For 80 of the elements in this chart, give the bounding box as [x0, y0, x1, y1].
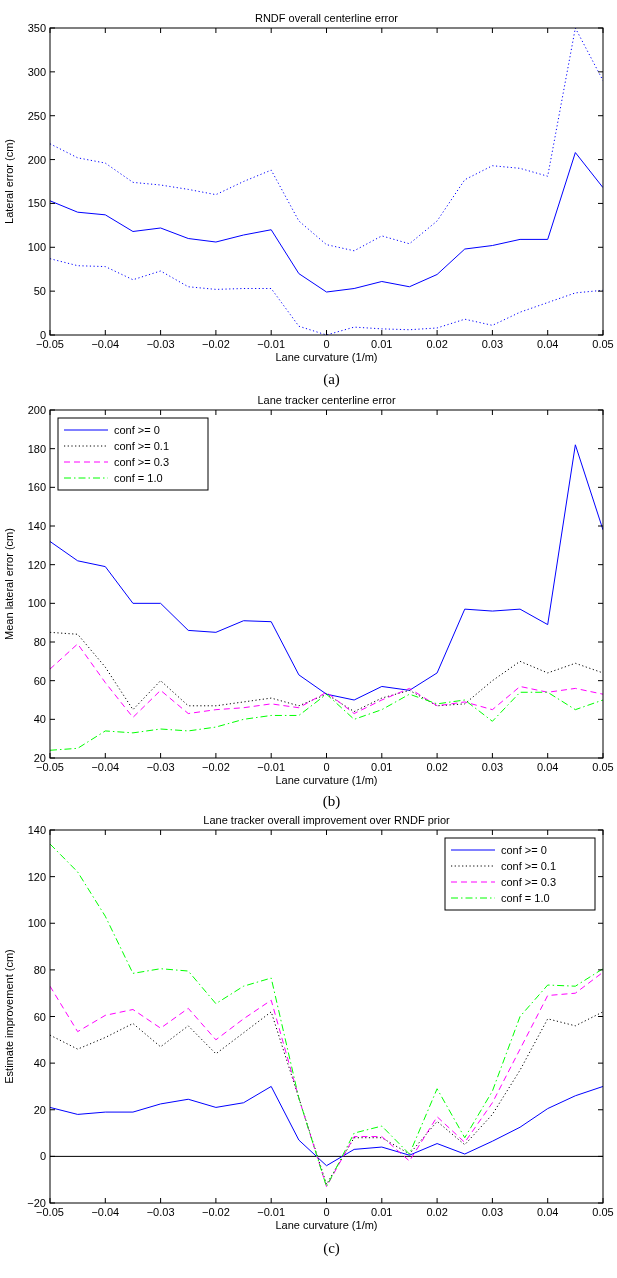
text: (b)	[322, 793, 341, 810]
x-tick-label: −0.02	[201, 761, 230, 773]
y-tick-label: 100	[27, 597, 46, 610]
y-tick-label: 0	[39, 329, 46, 341]
text: (c)	[323, 1240, 340, 1257]
y-tick-label: 80	[33, 963, 46, 976]
y-tick-label: 250	[27, 109, 46, 122]
legend-label: conf >= 0.3	[114, 456, 170, 468]
y-tick-label: −20	[27, 1197, 46, 1209]
x-tick-label: −0.01	[257, 761, 286, 773]
legend-label: conf = 1.0	[501, 892, 550, 904]
y-tick-label: 50	[33, 285, 46, 298]
x-tick-label: −0.03	[146, 761, 175, 773]
y-tick-label: 100	[27, 917, 46, 930]
y-tick-label: 80	[33, 636, 46, 648]
y-tick-label: 0	[39, 1150, 46, 1163]
x-tick-label: 0.05	[592, 338, 614, 350]
x-axis-title: Lane curvature (1/m)	[275, 1219, 378, 1231]
y-tick-label: 40	[33, 713, 46, 726]
y-tick-label: 160	[27, 481, 46, 494]
y-tick-label: 120	[27, 870, 46, 883]
x-tick-label: −0.04	[91, 761, 120, 773]
x-tick-label: 0.03	[481, 1206, 504, 1218]
x-tick-label: 0.01	[371, 338, 393, 350]
x-tick-label: 0	[323, 338, 330, 350]
y-tick-label: 60	[33, 1010, 46, 1023]
y-axis-title: Estimate improvement (cm)	[3, 949, 15, 1084]
y-tick-label: 150	[27, 197, 46, 210]
chart-title: RNDF overall centerline error	[254, 12, 399, 24]
y-tick-label: 40	[33, 1057, 46, 1070]
x-tick-label: 0.04	[536, 1206, 559, 1218]
y-tick-label: 350	[27, 22, 46, 34]
x-tick-label: −0.03	[146, 1206, 175, 1218]
legend-label: conf >= 0	[114, 424, 160, 436]
y-axis-title: Lateral error (cm)	[3, 139, 15, 224]
x-tick-label: 0	[323, 761, 330, 773]
x-tick-label: −0.02	[201, 1206, 230, 1218]
y-tick-label: 200	[27, 153, 46, 166]
x-tick-label: −0.01	[257, 338, 286, 350]
y-axis-title: Mean lateral error (cm)	[3, 528, 15, 640]
x-tick-label: −0.02	[201, 338, 230, 350]
y-tick-label: 200	[27, 404, 46, 416]
y-tick-label: 140	[27, 520, 46, 532]
legend-label: conf >= 0.1	[501, 860, 557, 872]
x-tick-label: 0.04	[536, 338, 559, 350]
x-tick-label: 0.01	[371, 1206, 393, 1218]
y-tick-label: 140	[27, 824, 46, 836]
x-tick-label: 0.05	[592, 1206, 614, 1218]
text: (a)	[323, 371, 340, 388]
x-tick-label: 0.03	[481, 761, 504, 773]
x-tick-label: 0.03	[481, 338, 504, 350]
chart-title: Lane tracker centerline error	[257, 394, 396, 406]
y-tick-label: 100	[27, 241, 46, 254]
y-tick-label: 180	[27, 442, 46, 455]
x-tick-label: −0.04	[91, 338, 120, 350]
x-tick-label: 0.05	[592, 761, 614, 773]
chart-title: Lane tracker overall improvement over RNDF prior	[203, 814, 451, 826]
x-tick-label: 0.02	[426, 338, 448, 350]
legend-label: conf = 1.0	[114, 472, 163, 484]
x-tick-label: −0.03	[146, 338, 175, 350]
x-axis-title: Lane curvature (1/m)	[275, 351, 378, 363]
x-tick-label: 0.02	[426, 1206, 448, 1218]
y-tick-label: 20	[33, 752, 46, 764]
y-tick-label: 300	[27, 65, 46, 78]
x-tick-label: −0.05	[36, 338, 64, 350]
x-tick-label: 0.02	[426, 761, 448, 773]
x-tick-label: −0.05	[36, 1206, 64, 1218]
x-axis-title: Lane curvature (1/m)	[275, 774, 378, 786]
x-tick-label: 0.01	[371, 761, 393, 773]
x-tick-label: −0.05	[36, 761, 64, 773]
y-tick-label: 20	[33, 1103, 46, 1116]
legend-label: conf >= 0.3	[501, 876, 557, 888]
y-tick-label: 120	[27, 558, 46, 571]
x-tick-label: 0	[323, 1206, 330, 1218]
y-tick-label: 60	[33, 674, 46, 687]
x-tick-label: −0.01	[257, 1206, 286, 1218]
legend-label: conf >= 0	[501, 844, 547, 856]
x-tick-label: 0.04	[536, 761, 559, 773]
legend-label: conf >= 0.1	[114, 440, 170, 452]
x-tick-label: −0.04	[91, 1206, 120, 1218]
